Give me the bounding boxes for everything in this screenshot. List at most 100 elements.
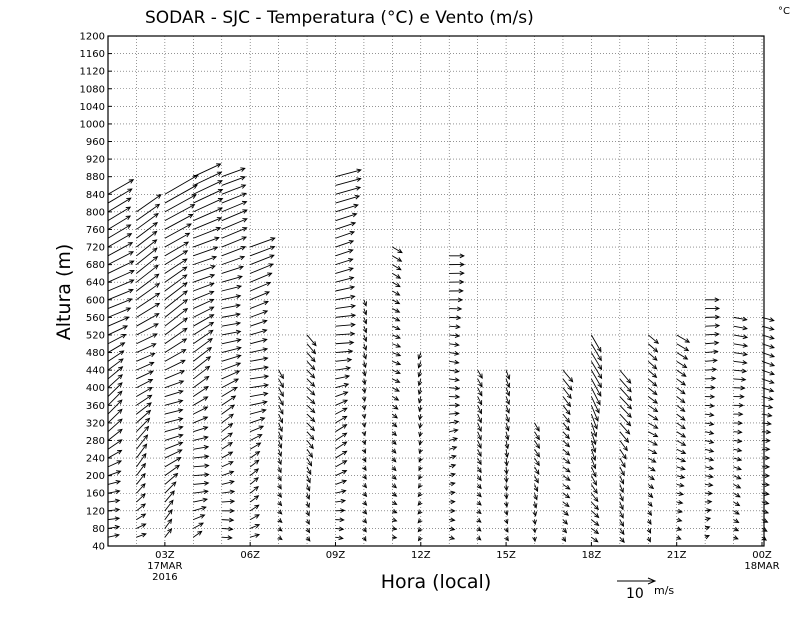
wind-vector bbox=[249, 504, 259, 512]
wind-vector-head bbox=[184, 232, 191, 238]
wind-vector bbox=[705, 431, 714, 435]
wind-vector-head bbox=[535, 443, 541, 449]
wind-vector-head bbox=[341, 479, 348, 485]
wind-vector-head bbox=[395, 334, 401, 339]
wind-vector bbox=[335, 490, 346, 494]
wind-vector bbox=[676, 413, 686, 421]
wind-vector-head bbox=[240, 184, 247, 189]
wind-vector bbox=[250, 310, 268, 318]
wind-vector-head bbox=[348, 258, 354, 263]
wind-vector-head bbox=[455, 324, 461, 330]
wind-vector bbox=[676, 431, 686, 438]
wind-vector bbox=[136, 239, 157, 257]
x-tick-date: 17MAR bbox=[147, 561, 182, 572]
wind-vector-head bbox=[182, 274, 188, 280]
wind-vector bbox=[306, 378, 315, 387]
wind-vector bbox=[164, 223, 192, 239]
wind-vector-head bbox=[741, 377, 747, 382]
y-tick-label: 440 bbox=[86, 366, 105, 377]
wind-vector-head bbox=[209, 290, 215, 296]
wind-vector-head bbox=[736, 447, 743, 453]
wind-profile-column bbox=[646, 334, 660, 543]
wind-vector-head bbox=[650, 466, 656, 472]
y-tick-label: 720 bbox=[86, 243, 105, 254]
wind-vector-head bbox=[714, 331, 720, 337]
wind-profile-column bbox=[277, 369, 284, 541]
wind-vector-head bbox=[208, 321, 215, 327]
wind-vector bbox=[250, 272, 272, 283]
wind-profile-column bbox=[164, 174, 199, 538]
wind-vector bbox=[648, 404, 658, 412]
wind-vector-head bbox=[350, 313, 357, 318]
wind-vector bbox=[306, 422, 315, 431]
wind-vector bbox=[392, 343, 401, 348]
wind-vector bbox=[136, 370, 154, 380]
wind-vector-head bbox=[177, 441, 184, 447]
wind-vector-head bbox=[652, 355, 658, 361]
wind-vector-head bbox=[477, 400, 483, 406]
wind-vector-head bbox=[568, 377, 574, 383]
wind-vector bbox=[164, 194, 197, 213]
wind-vector-head bbox=[765, 438, 771, 443]
wind-vector-head bbox=[343, 382, 350, 388]
wind-vector bbox=[590, 405, 599, 422]
wind-profile-column bbox=[619, 369, 633, 543]
wind-vector bbox=[392, 396, 399, 401]
wind-vector bbox=[363, 326, 367, 333]
wind-vector bbox=[278, 396, 284, 406]
wind-vector-head bbox=[362, 327, 368, 334]
wind-profile-column bbox=[136, 194, 162, 538]
y-tick-label: 800 bbox=[86, 207, 105, 218]
wind-vector bbox=[164, 232, 190, 248]
wind-vector-head bbox=[680, 407, 686, 413]
wind-vector-head bbox=[240, 175, 246, 181]
wind-vector bbox=[335, 460, 347, 468]
wind-vector-head bbox=[178, 380, 185, 385]
wind-vector-head bbox=[116, 470, 122, 475]
wind-vector bbox=[477, 422, 482, 432]
wind-vector-head bbox=[234, 370, 241, 375]
wind-vector bbox=[335, 470, 347, 477]
wind-vector-head bbox=[449, 535, 456, 540]
wind-vector-head bbox=[742, 351, 749, 357]
wind-vector-head bbox=[203, 426, 209, 431]
wind-vector-head bbox=[619, 479, 625, 485]
wind-vector-head bbox=[141, 462, 146, 469]
wind-vector-head bbox=[453, 419, 460, 425]
wind-vector bbox=[164, 214, 193, 230]
wind-vector-head bbox=[152, 230, 158, 236]
wind-vector-head bbox=[592, 432, 598, 438]
wind-vector bbox=[306, 475, 311, 483]
wind-vector-head bbox=[342, 407, 348, 413]
wind-vector-head bbox=[353, 203, 359, 209]
wind-vector-head bbox=[652, 441, 658, 446]
wind-vector bbox=[647, 387, 658, 395]
wind-vector bbox=[705, 359, 717, 362]
wind-vector bbox=[676, 369, 687, 377]
wind-vector-head bbox=[237, 275, 243, 280]
wind-vector-head bbox=[310, 381, 316, 388]
wind-vector bbox=[193, 314, 214, 327]
wind-vector bbox=[335, 267, 354, 274]
wind-vector bbox=[221, 295, 241, 301]
wind-vector-head bbox=[454, 368, 460, 374]
wind-vector bbox=[534, 440, 540, 449]
wind-vector-head bbox=[119, 350, 125, 356]
wind-vector-head bbox=[229, 480, 235, 485]
wind-vector-head bbox=[362, 509, 368, 515]
wind-vector-head bbox=[704, 525, 711, 531]
wind-vector bbox=[676, 404, 685, 412]
wind-vector-head bbox=[503, 477, 509, 484]
wind-vector-head bbox=[535, 434, 540, 441]
wind-vector-head bbox=[418, 440, 423, 446]
wind-vector-head bbox=[227, 451, 234, 457]
wind-vector-head bbox=[680, 441, 687, 446]
wind-vector-head bbox=[126, 197, 132, 203]
wind-vector-head bbox=[305, 511, 310, 517]
wind-vector bbox=[164, 328, 188, 345]
wind-vector-head bbox=[735, 492, 741, 498]
wind-vector-head bbox=[362, 500, 368, 506]
wind-vector-head bbox=[182, 258, 188, 264]
wind-vector-head bbox=[140, 483, 146, 489]
reference-vector: 10 m/s bbox=[617, 577, 674, 602]
